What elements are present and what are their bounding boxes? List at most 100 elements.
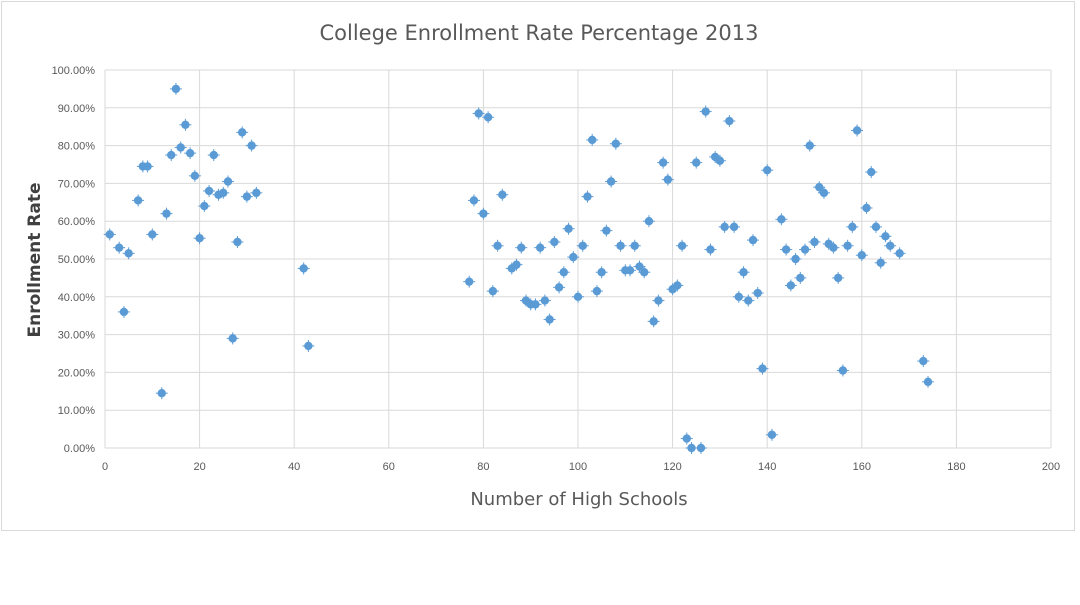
point-marker [479,209,488,218]
point-marker [190,171,200,181]
point-marker [725,116,734,126]
data-point [841,239,854,252]
data-point [742,294,755,307]
point-marker [729,222,739,232]
point-marker [124,249,133,258]
data-point [869,220,882,233]
data-point [174,141,187,154]
data-point [808,235,821,248]
point-marker [819,188,829,198]
point-marker [815,182,824,192]
y-tick-label: 80.00% [58,141,96,153]
y-tick-label: 60.00% [58,216,96,228]
data-point [595,266,608,279]
data-point [704,243,717,256]
data-point [132,194,145,207]
point-marker [843,241,852,250]
data-point [491,239,504,252]
x-tick-label: 0 [102,461,108,473]
data-point [250,186,263,199]
point-marker [923,377,933,387]
point-marker [162,209,171,218]
data-point [784,279,797,292]
point-marker [242,192,252,201]
point-marker [209,150,218,160]
scatter-chart: College Enrollment Rate Percentage 2013 … [25,21,1061,510]
point-marker [625,266,635,275]
data-point [851,124,864,137]
data-point [515,241,528,254]
point-marker [833,273,843,283]
data-point [893,247,906,260]
data-point [160,207,173,220]
data-point [775,213,788,226]
x-tick-label: 20 [193,461,205,473]
point-marker [871,222,881,232]
point-marker [644,217,654,226]
point-marker [848,222,857,232]
data-point [122,247,135,260]
data-point [221,175,234,188]
data-point [113,241,126,254]
data-point [302,339,315,352]
data-point [671,279,684,292]
point-marker [786,281,796,290]
point-marker [838,366,848,375]
point-marker [493,241,502,250]
point-marker [739,268,748,277]
point-marker [597,268,606,277]
chart-frame: College Enrollment Rate Percentage 2013 … [1,1,1075,531]
data-point [553,281,566,294]
point-marker [791,254,800,264]
data-point [765,428,778,441]
point-marker [852,126,862,135]
data-point [723,115,736,128]
point-marker [176,143,185,152]
data-point [657,156,670,169]
point-marker [247,141,256,150]
data-point [169,82,182,95]
point-marker [611,139,621,148]
data-point [207,149,220,162]
point-marker [777,215,786,224]
point-marker [550,237,559,247]
point-marker [805,141,814,150]
data-point [827,241,840,254]
data-point [236,126,249,139]
y-tick-label: 20.00% [58,367,96,379]
data-point [472,107,485,120]
data-point [732,290,745,303]
data-point [165,149,178,162]
point-marker [587,135,597,145]
point-marker [578,241,587,250]
point-marker [715,156,725,165]
data-point [297,262,310,275]
data-point [718,220,731,233]
chart-title: College Enrollment Rate Percentage 2013 [320,21,759,45]
data-point [813,181,826,194]
point-marker [673,281,682,290]
point-marker [465,277,474,286]
data-point [685,442,698,454]
data-point [628,239,641,252]
data-point [884,239,897,252]
gridlines [104,69,1052,449]
point-marker [744,296,753,305]
data-point [103,228,116,241]
data-point [699,105,712,118]
point-marker [682,434,691,443]
point-marker [734,292,744,301]
data-point [751,287,764,300]
point-marker [583,192,592,201]
x-axis-title: Number of High Schools [470,489,687,510]
data-point [855,249,868,262]
tick-labels: 0.00% 10.00% 20.00% 30.00% 40.00% 50.00% 60.00… [52,65,1061,473]
point-marker [602,226,611,235]
data-point [534,241,547,254]
data-point [642,215,655,228]
point-marker [692,158,701,167]
x-tick-label: 120 [663,461,681,473]
point-marker [630,241,639,250]
data-point [661,173,674,186]
point-marker [299,264,308,273]
